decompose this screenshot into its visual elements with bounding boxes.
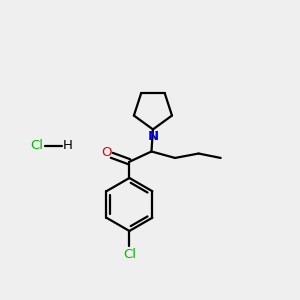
Text: Cl: Cl xyxy=(30,139,43,152)
Text: Cl: Cl xyxy=(123,248,136,261)
Text: H: H xyxy=(63,139,73,152)
Text: O: O xyxy=(101,146,112,159)
Text: N: N xyxy=(147,130,158,143)
